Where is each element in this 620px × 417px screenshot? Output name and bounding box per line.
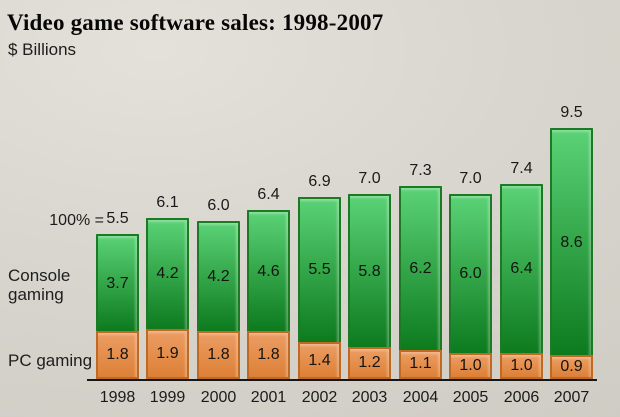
bar-group-1999: 6.1 4.2 1.9 1999 <box>146 194 189 406</box>
total-label-2001: 6.4 <box>257 186 280 204</box>
pc-segment-2007: 0.9 <box>550 355 593 379</box>
console-value-2004: 6.2 <box>409 260 432 278</box>
console-value-1999: 4.2 <box>156 265 179 283</box>
console-value-2002: 5.5 <box>308 261 331 279</box>
total-label-2002: 6.9 <box>308 172 331 190</box>
year-label-1998: 1998 <box>99 389 136 406</box>
pc-segment-2004: 1.1 <box>399 349 442 379</box>
pc-segment-2005: 1.0 <box>449 352 492 379</box>
console-segment-2001: 4.6 <box>247 210 290 332</box>
pc-value-2001: 1.8 <box>257 346 280 364</box>
year-label-2001: 2001 <box>250 389 287 406</box>
year-label-2006: 2006 <box>503 389 540 406</box>
total-label-2007: 9.5 <box>560 104 583 122</box>
pc-value-2005: 1.0 <box>459 356 482 374</box>
chart-title: Video game software sales: 1998-2007 <box>7 10 384 35</box>
pc-segment-1999: 1.9 <box>146 328 189 379</box>
total-label-2004: 7.3 <box>409 162 432 180</box>
console-value-2003: 5.8 <box>358 262 381 280</box>
legend-console-line1: Console <box>8 266 71 285</box>
year-label-2004: 2004 <box>402 389 439 406</box>
bar-group-2007: 9.5 8.6 0.9 2007 <box>550 104 593 406</box>
pc-value-2003: 1.2 <box>358 354 381 372</box>
legend-console-gaming: Console gaming <box>8 266 70 304</box>
console-segment-2002: 5.5 <box>298 196 341 343</box>
year-label-1999: 1999 <box>149 389 186 406</box>
total-label-2000: 6.0 <box>207 196 230 214</box>
pc-segment-2001: 1.8 <box>247 331 290 379</box>
pc-segment-2003: 1.2 <box>348 347 391 379</box>
console-segment-2006: 6.4 <box>500 183 543 353</box>
console-segment-2005: 6.0 <box>449 194 492 353</box>
console-segment-1999: 4.2 <box>146 217 189 329</box>
legend-console-line2: gaming <box>8 285 64 304</box>
bar-group-2002: 6.9 5.5 1.4 2002 <box>298 173 341 406</box>
year-label-2002: 2002 <box>301 389 338 406</box>
console-value-1998: 3.7 <box>106 274 129 292</box>
pc-value-2002: 1.4 <box>308 351 331 369</box>
total-label-1998: 5.5 <box>106 209 129 227</box>
total-label-1999: 6.1 <box>156 193 179 211</box>
bar-group-2005: 7.0 6.0 1.0 2005 <box>449 170 492 406</box>
console-value-2006: 6.4 <box>510 260 533 278</box>
console-segment-2004: 6.2 <box>399 186 442 350</box>
year-label-2003: 2003 <box>351 389 388 406</box>
console-segment-1998: 3.7 <box>96 233 139 332</box>
pc-segment-1998: 1.8 <box>96 331 139 379</box>
bar-group-2006: 7.4 6.4 1.0 2006 <box>500 160 543 406</box>
console-value-2001: 4.6 <box>257 262 280 280</box>
console-segment-2007: 8.6 <box>550 128 593 356</box>
total-label-2006: 7.4 <box>510 159 533 177</box>
console-value-2007: 8.6 <box>560 233 583 251</box>
bar-group-2003: 7.0 5.8 1.2 2003 <box>348 170 391 406</box>
year-label-2000: 2000 <box>200 389 237 406</box>
pc-value-1999: 1.9 <box>156 344 179 362</box>
pc-value-1998: 1.8 <box>106 346 129 364</box>
hundred-percent-label: 100% = <box>49 212 104 229</box>
bar-group-1998: 5.5 3.7 1.8 1998 <box>96 210 139 406</box>
bar-group-2000: 6.0 4.2 1.8 2000 <box>197 197 240 406</box>
chart-subtitle: $ Billions <box>8 40 77 59</box>
pc-value-2000: 1.8 <box>207 346 230 364</box>
total-label-2005: 7.0 <box>459 170 482 188</box>
bar-group-2004: 7.3 6.2 1.1 2004 <box>399 162 442 406</box>
pc-segment-2000: 1.8 <box>197 331 240 379</box>
pc-segment-2006: 1.0 <box>500 352 543 379</box>
year-label-2005: 2005 <box>452 389 489 406</box>
pc-value-2004: 1.1 <box>409 355 432 373</box>
legend-pc-gaming: PC gaming <box>8 351 93 370</box>
pc-value-2006: 1.0 <box>510 356 533 374</box>
console-segment-2000: 4.2 <box>197 220 240 332</box>
console-segment-2003: 5.8 <box>348 194 391 348</box>
pc-value-2007: 0.9 <box>560 358 583 376</box>
bar-group-2001: 6.4 4.6 1.8 2001 <box>247 186 290 406</box>
total-label-2003: 7.0 <box>358 170 381 188</box>
pc-segment-2002: 1.4 <box>298 342 341 379</box>
console-value-2005: 6.0 <box>459 265 482 283</box>
year-label-2007: 2007 <box>553 389 590 406</box>
x-axis-line <box>87 379 597 381</box>
console-value-2000: 4.2 <box>207 268 230 286</box>
